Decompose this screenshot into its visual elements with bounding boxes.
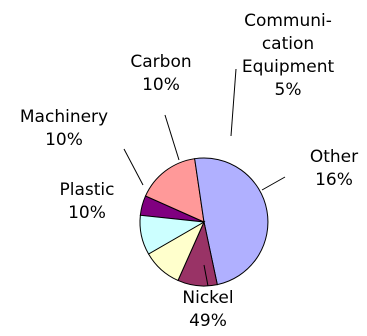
slice-labels: Communi-cation Equipment 5% Other 16% Nickel 4…	[20, 11, 358, 331]
slice-name-line: Other	[310, 147, 358, 167]
slice-label-plastic: Plastic 10%	[60, 180, 115, 223]
slice-name-line: Equipment	[242, 57, 335, 77]
slice-name-line: Communi-	[244, 11, 332, 31]
leader-lines	[123, 68, 286, 287]
slice-label-nickel: Nickel 49%	[182, 288, 233, 331]
slice-name-line: cation	[262, 34, 314, 54]
slice-value-label: 10%	[45, 130, 83, 150]
slice-name-line: Plastic	[60, 180, 115, 200]
pie-slice-other	[144, 158, 205, 223]
pie-slice-nickel	[194, 157, 269, 286]
slice-name-line: Carbon	[130, 52, 191, 72]
slice-label-machinery: Machinery 10%	[20, 107, 108, 150]
pie-slice-carbon	[139, 214, 206, 255]
slice-value-label: 10%	[68, 203, 106, 223]
slice-label-communi-cation-equipment: Communi-cation Equipment 5%	[242, 11, 335, 100]
slice-value-label: 10%	[142, 75, 180, 95]
slice-label-carbon: Carbon 10%	[130, 52, 191, 95]
slice-name-line: Machinery	[20, 107, 108, 127]
leader-line-carbon	[164, 114, 180, 161]
slice-name-line: Nickel	[182, 288, 233, 308]
leader-line-machinery	[123, 148, 144, 186]
slice-label-other: Other 16%	[310, 147, 358, 190]
pie-slices	[139, 157, 269, 287]
slice-value-label: 16%	[315, 170, 353, 190]
leader-line-communi-cation-equipment	[230, 68, 237, 137]
leader-line-other	[261, 176, 286, 191]
slice-value-label: 49%	[189, 311, 227, 331]
leader-line-nickel	[203, 264, 209, 287]
slice-value-label: 5%	[275, 80, 302, 100]
